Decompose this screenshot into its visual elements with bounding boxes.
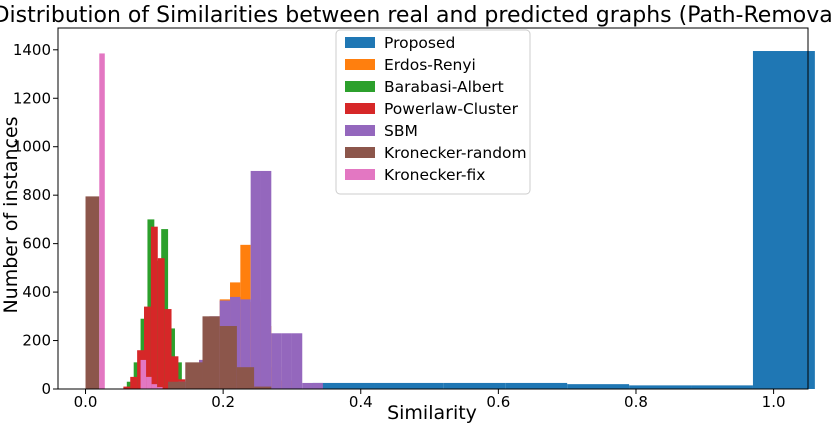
y-tick-label: 1000 (13, 138, 51, 156)
y-axis-label: Number of instances (0, 116, 22, 313)
bar-0-3 (505, 382, 568, 389)
x-axis-label: Similarity (387, 402, 477, 424)
x-tick-label: 1.0 (762, 393, 786, 411)
bar-6-2 (146, 376, 152, 389)
bar-4-10 (281, 333, 292, 389)
y-tick-label: 200 (22, 332, 51, 350)
bar-6-1 (140, 359, 147, 389)
bar-6-4 (157, 387, 163, 389)
y-axis: 0 200 400 600 800 1000 1200 1400 (13, 41, 58, 398)
bar-3-3 (144, 306, 151, 389)
bar-0-1 (374, 382, 444, 389)
x-tick-label: 0.6 (486, 393, 510, 411)
bar-3-1 (130, 376, 138, 389)
legend-label: SBM (384, 122, 418, 140)
bar-3-4 (150, 226, 158, 389)
series-powerlaw-cluster (123, 226, 186, 389)
legend-label: Barabasi-Albert (384, 78, 504, 96)
bar-4-11 (291, 333, 303, 389)
chart-title: Distribution of Similarities between rea… (0, 3, 831, 28)
bar-3-6 (164, 309, 172, 389)
bar-5-1 (168, 381, 186, 389)
bar-0-5 (629, 385, 692, 389)
bar-5-4 (219, 326, 237, 389)
series-kronecker-fix (99, 53, 163, 389)
bar-0-7 (752, 51, 815, 390)
bar-6-0 (99, 53, 105, 389)
legend-swatch (345, 103, 375, 114)
series-sbm (178, 170, 323, 389)
bar-3-5 (157, 258, 165, 389)
legend-swatch (345, 59, 375, 70)
plot-frame (57, 27, 809, 390)
y-tick-label: 600 (22, 235, 51, 253)
y-tick-label: 1200 (13, 89, 51, 107)
bar-4-9 (271, 333, 282, 389)
legend-swatch (345, 147, 375, 158)
bar-5-5 (236, 367, 255, 389)
legend-swatch (345, 169, 375, 180)
legend-box (335, 29, 531, 195)
legend: Proposed Erdos-Renyi Barabasi-Albert Powerl… (335, 29, 531, 195)
legend-swatch (345, 125, 375, 136)
bar-5-6 (254, 386, 272, 389)
bars-layer (85, 51, 815, 390)
bar-4-6 (240, 299, 251, 389)
bar-0-0 (312, 382, 375, 389)
bar-0-6 (691, 385, 753, 389)
x-axis: 0.0 0.2 0.4 0.6 0.8 1.0 (74, 389, 786, 411)
series-kronecker-random (85, 196, 272, 389)
bar-4-12 (302, 382, 313, 389)
legend-swatch (345, 81, 375, 92)
x-tick-label: 0.0 (74, 393, 98, 411)
x-tick-label: 0.8 (624, 393, 648, 411)
y-tick-label: 1400 (13, 41, 51, 59)
bar-5-0 (85, 196, 100, 389)
y-tick-label: 800 (22, 186, 51, 204)
legend-label: Proposed (384, 34, 455, 52)
series-proposed (312, 51, 815, 390)
x-tick-label: 0.4 (349, 393, 373, 411)
legend-label: Kronecker-fix (384, 166, 485, 184)
bar-3-0 (123, 386, 131, 389)
legend-label: Powerlaw-Cluster (384, 100, 519, 118)
bar-6-3 (151, 384, 158, 389)
bar-0-4 (567, 384, 630, 389)
bar-3-7 (171, 356, 179, 389)
y-tick-label: 0 (41, 380, 51, 398)
x-tick-label: 0.2 (211, 393, 235, 411)
bar-5-3 (202, 316, 220, 389)
bar-4-13 (312, 382, 323, 389)
legend-label: Erdos-Renyi (384, 56, 476, 74)
bar-4-7 (250, 170, 261, 389)
y-tick-label: 400 (22, 283, 51, 301)
legend-label: Kronecker-random (384, 144, 527, 162)
bar-0-2 (443, 382, 506, 389)
legend-swatch (345, 37, 375, 48)
bar-5-2 (185, 362, 203, 389)
bar-4-8 (260, 170, 272, 389)
